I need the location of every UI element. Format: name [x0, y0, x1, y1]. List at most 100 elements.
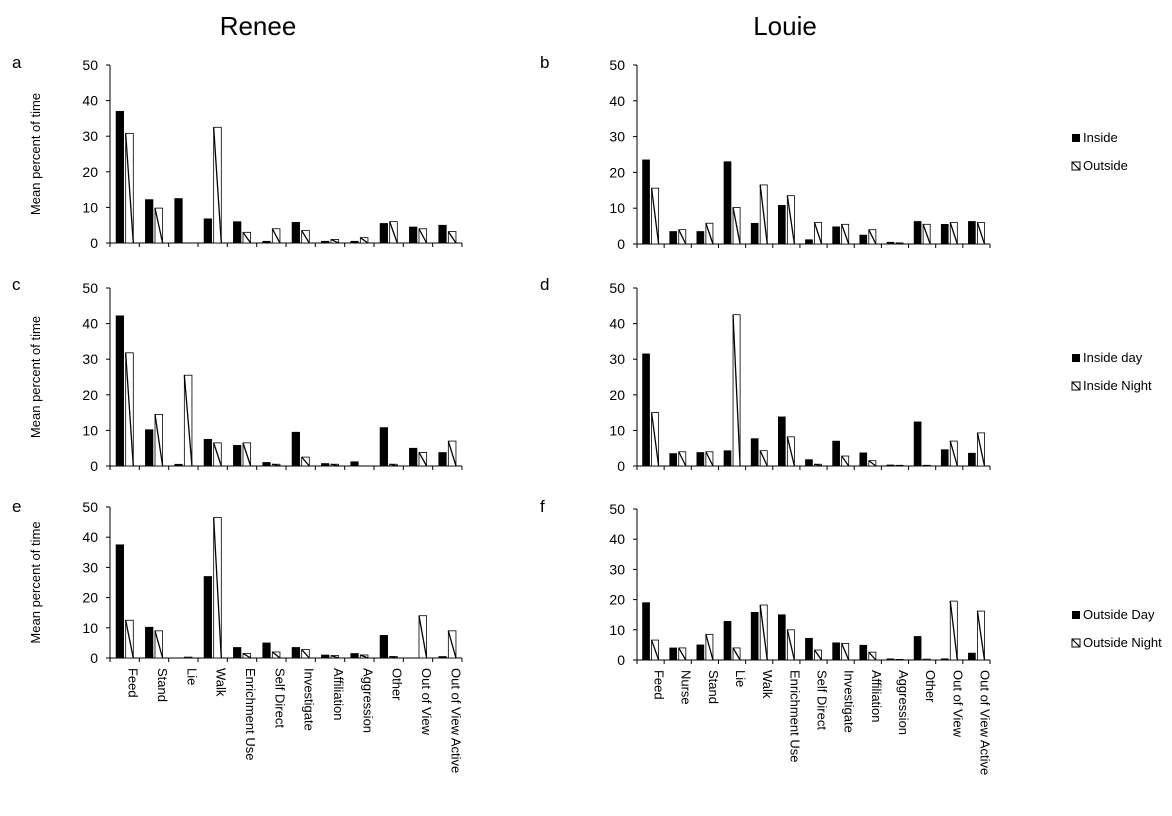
bar-outside	[359, 237, 369, 244]
bar-inside	[832, 226, 840, 245]
bar-outside-night	[678, 647, 687, 661]
bar-inside-day	[379, 427, 388, 467]
panel-letter: d	[540, 275, 549, 294]
y-tick-label: 40	[82, 529, 98, 545]
bar-inside-night	[330, 463, 340, 467]
bar-outside-night	[949, 600, 958, 661]
bar-outside-night	[895, 658, 904, 661]
x-category-label: Aggression	[896, 670, 911, 735]
bar-outside	[301, 230, 310, 244]
x-category-label: Other	[923, 670, 938, 703]
x-category-label: Aggression	[360, 668, 375, 733]
bar-inside-night	[242, 442, 252, 467]
x-category-label: Out of View Active	[977, 670, 992, 775]
bar-outside	[330, 238, 340, 244]
y-tick-label: 20	[82, 387, 98, 403]
bar-outside-night	[359, 654, 369, 659]
bar-outside-night	[759, 604, 768, 661]
bar-inside-night	[418, 452, 428, 467]
legend-swatch-hatched	[1071, 161, 1081, 171]
bar-outside-night	[732, 647, 741, 661]
y-tick-label: 10	[609, 200, 625, 216]
panel-letter: c	[12, 275, 21, 294]
bar-outside	[868, 229, 877, 245]
legend-label: Outside	[1083, 158, 1128, 173]
panel-letter: a	[12, 53, 22, 72]
bar-outside-night	[301, 649, 310, 659]
y-tick-label: 50	[609, 57, 625, 73]
legend-label: Outside Night	[1083, 635, 1162, 650]
bar-inside-night	[759, 450, 768, 467]
bar-inside-night	[895, 464, 904, 467]
bar-inside-night	[650, 412, 660, 467]
x-category-label: Lie	[184, 668, 199, 685]
x-category-label: Enrichment Use	[243, 668, 258, 760]
x-category-label: Nurse	[679, 670, 694, 705]
bar-inside-day	[777, 416, 786, 467]
x-category-label: Investigate	[302, 668, 317, 731]
y-tick-label: 40	[82, 316, 98, 332]
bar-inside	[203, 218, 212, 244]
y-axis-label: Mean percent of time	[28, 93, 43, 215]
bar-inside-day	[233, 445, 242, 467]
legend-label: Inside Night	[1083, 378, 1152, 393]
bar-outside-night	[125, 619, 134, 659]
y-tick-label: 0	[617, 652, 625, 668]
bar-inside-night	[976, 432, 986, 467]
bar-outside	[154, 207, 164, 244]
panel-a: a 0 10 20 30 40 50 Mean percent of time	[12, 53, 463, 251]
y-tick-label: 50	[609, 280, 625, 296]
bar-inside-day	[409, 447, 418, 467]
bar-inside-night	[154, 413, 164, 467]
bar-outside-night	[447, 630, 457, 659]
bar-outside-day	[642, 602, 650, 661]
y-tick-label: 30	[82, 559, 98, 575]
bar-inside-day	[723, 450, 732, 467]
bar-outside	[678, 229, 687, 245]
y-tick-label: 30	[609, 351, 625, 367]
bar-inside-day	[750, 438, 759, 467]
y-tick-label: 0	[90, 235, 98, 251]
bar-inside-day	[321, 463, 330, 467]
bar-inside-night	[786, 436, 796, 467]
bar-outside-day	[859, 644, 868, 661]
bar-inside	[750, 222, 759, 245]
bar-outside-day	[913, 636, 922, 661]
y-tick-label: 10	[609, 622, 625, 638]
bar-outside-day	[723, 621, 732, 661]
y-tick-label: 50	[82, 57, 98, 73]
bar-inside	[262, 240, 271, 244]
legend-2: Inside day Inside Night	[1071, 350, 1152, 393]
bar-outside	[841, 223, 850, 245]
bar-inside-night	[125, 352, 134, 467]
bar-inside	[805, 239, 813, 245]
bar-inside-night	[949, 440, 958, 467]
bar-outside-night	[330, 654, 340, 659]
bar-outside-day	[777, 614, 786, 661]
legend-3: Outside Day Outside Night	[1071, 607, 1162, 650]
bar-inside-night	[732, 314, 741, 467]
y-tick-label: 0	[90, 458, 98, 474]
bar-inside	[233, 221, 242, 244]
y-tick-label: 50	[82, 499, 98, 515]
bar-outside-day	[886, 658, 895, 661]
bar-outside-day	[438, 656, 447, 659]
bar-inside	[777, 205, 786, 245]
bar-inside-day	[968, 452, 976, 467]
bar-outside-night	[183, 656, 193, 659]
bar-outside	[949, 222, 958, 245]
y-axis-label: Mean percent of time	[28, 521, 43, 643]
bar-inside-night	[183, 374, 193, 467]
x-category-label: Affiliation	[869, 670, 884, 723]
bar-inside-day	[174, 463, 183, 467]
bar-outside	[976, 222, 986, 245]
title-right: Louie	[753, 11, 817, 41]
x-category-label: Walk	[214, 668, 229, 697]
y-tick-label: 20	[609, 164, 625, 180]
bar-inside-day	[913, 421, 922, 467]
bar-inside-day	[669, 453, 678, 467]
x-category-label: Affiliation	[331, 668, 346, 721]
x-category-label: Out of View Active	[448, 668, 463, 773]
bar-outside-day	[379, 635, 388, 659]
